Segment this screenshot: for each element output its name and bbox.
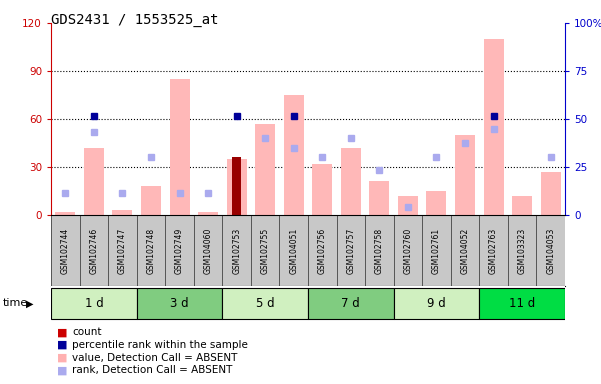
- Text: GSM102756: GSM102756: [318, 227, 327, 274]
- Text: 9 d: 9 d: [427, 297, 446, 310]
- Text: GSM102755: GSM102755: [261, 227, 270, 274]
- Bar: [512, 196, 532, 215]
- Bar: [308, 288, 394, 319]
- Bar: [112, 210, 132, 215]
- Bar: [479, 288, 565, 319]
- Bar: [141, 186, 161, 215]
- Bar: [84, 148, 104, 215]
- Bar: [227, 159, 246, 215]
- Text: ■: ■: [57, 353, 67, 362]
- Bar: [169, 79, 189, 215]
- Bar: [541, 172, 561, 215]
- Text: GSM102758: GSM102758: [375, 227, 384, 274]
- Bar: [55, 212, 75, 215]
- Text: GDS2431 / 1553525_at: GDS2431 / 1553525_at: [51, 13, 219, 27]
- Bar: [394, 288, 479, 319]
- Text: ▶: ▶: [26, 298, 33, 308]
- Text: GSM104053: GSM104053: [546, 227, 555, 274]
- Text: value, Detection Call = ABSENT: value, Detection Call = ABSENT: [72, 353, 237, 362]
- Text: GSM102746: GSM102746: [90, 227, 99, 274]
- Bar: [136, 288, 222, 319]
- Bar: [255, 124, 275, 215]
- Text: GSM102749: GSM102749: [175, 227, 184, 274]
- Bar: [427, 191, 447, 215]
- Bar: [222, 288, 308, 319]
- Bar: [398, 196, 418, 215]
- Text: GSM102753: GSM102753: [232, 227, 241, 274]
- Text: percentile rank within the sample: percentile rank within the sample: [72, 340, 248, 350]
- Text: GSM102763: GSM102763: [489, 227, 498, 274]
- Bar: [341, 148, 361, 215]
- Text: 3 d: 3 d: [170, 297, 189, 310]
- Text: 7 d: 7 d: [341, 297, 360, 310]
- Text: rank, Detection Call = ABSENT: rank, Detection Call = ABSENT: [72, 365, 233, 375]
- Text: ■: ■: [57, 327, 67, 337]
- Text: count: count: [72, 327, 102, 337]
- Text: 5 d: 5 d: [256, 297, 275, 310]
- Text: GSM104060: GSM104060: [204, 227, 213, 274]
- Text: GSM102744: GSM102744: [61, 227, 70, 274]
- Text: GSM102747: GSM102747: [118, 227, 127, 274]
- Bar: [313, 164, 332, 215]
- Text: GSM102748: GSM102748: [147, 227, 156, 274]
- Text: GSM102761: GSM102761: [432, 227, 441, 274]
- Text: 1 d: 1 d: [85, 297, 103, 310]
- Text: ■: ■: [57, 365, 67, 375]
- Text: time: time: [3, 298, 28, 308]
- Bar: [284, 95, 304, 215]
- Text: GSM104051: GSM104051: [289, 227, 298, 274]
- Bar: [484, 39, 504, 215]
- Bar: [51, 288, 136, 319]
- Text: GSM103323: GSM103323: [517, 227, 526, 274]
- Bar: [370, 182, 389, 215]
- Bar: [455, 135, 475, 215]
- Text: GSM102760: GSM102760: [403, 227, 412, 274]
- Bar: [198, 212, 218, 215]
- Text: 11 d: 11 d: [509, 297, 535, 310]
- Text: ■: ■: [57, 340, 67, 350]
- Text: GSM102757: GSM102757: [346, 227, 355, 274]
- Bar: [232, 157, 241, 215]
- Text: GSM104052: GSM104052: [460, 227, 469, 274]
